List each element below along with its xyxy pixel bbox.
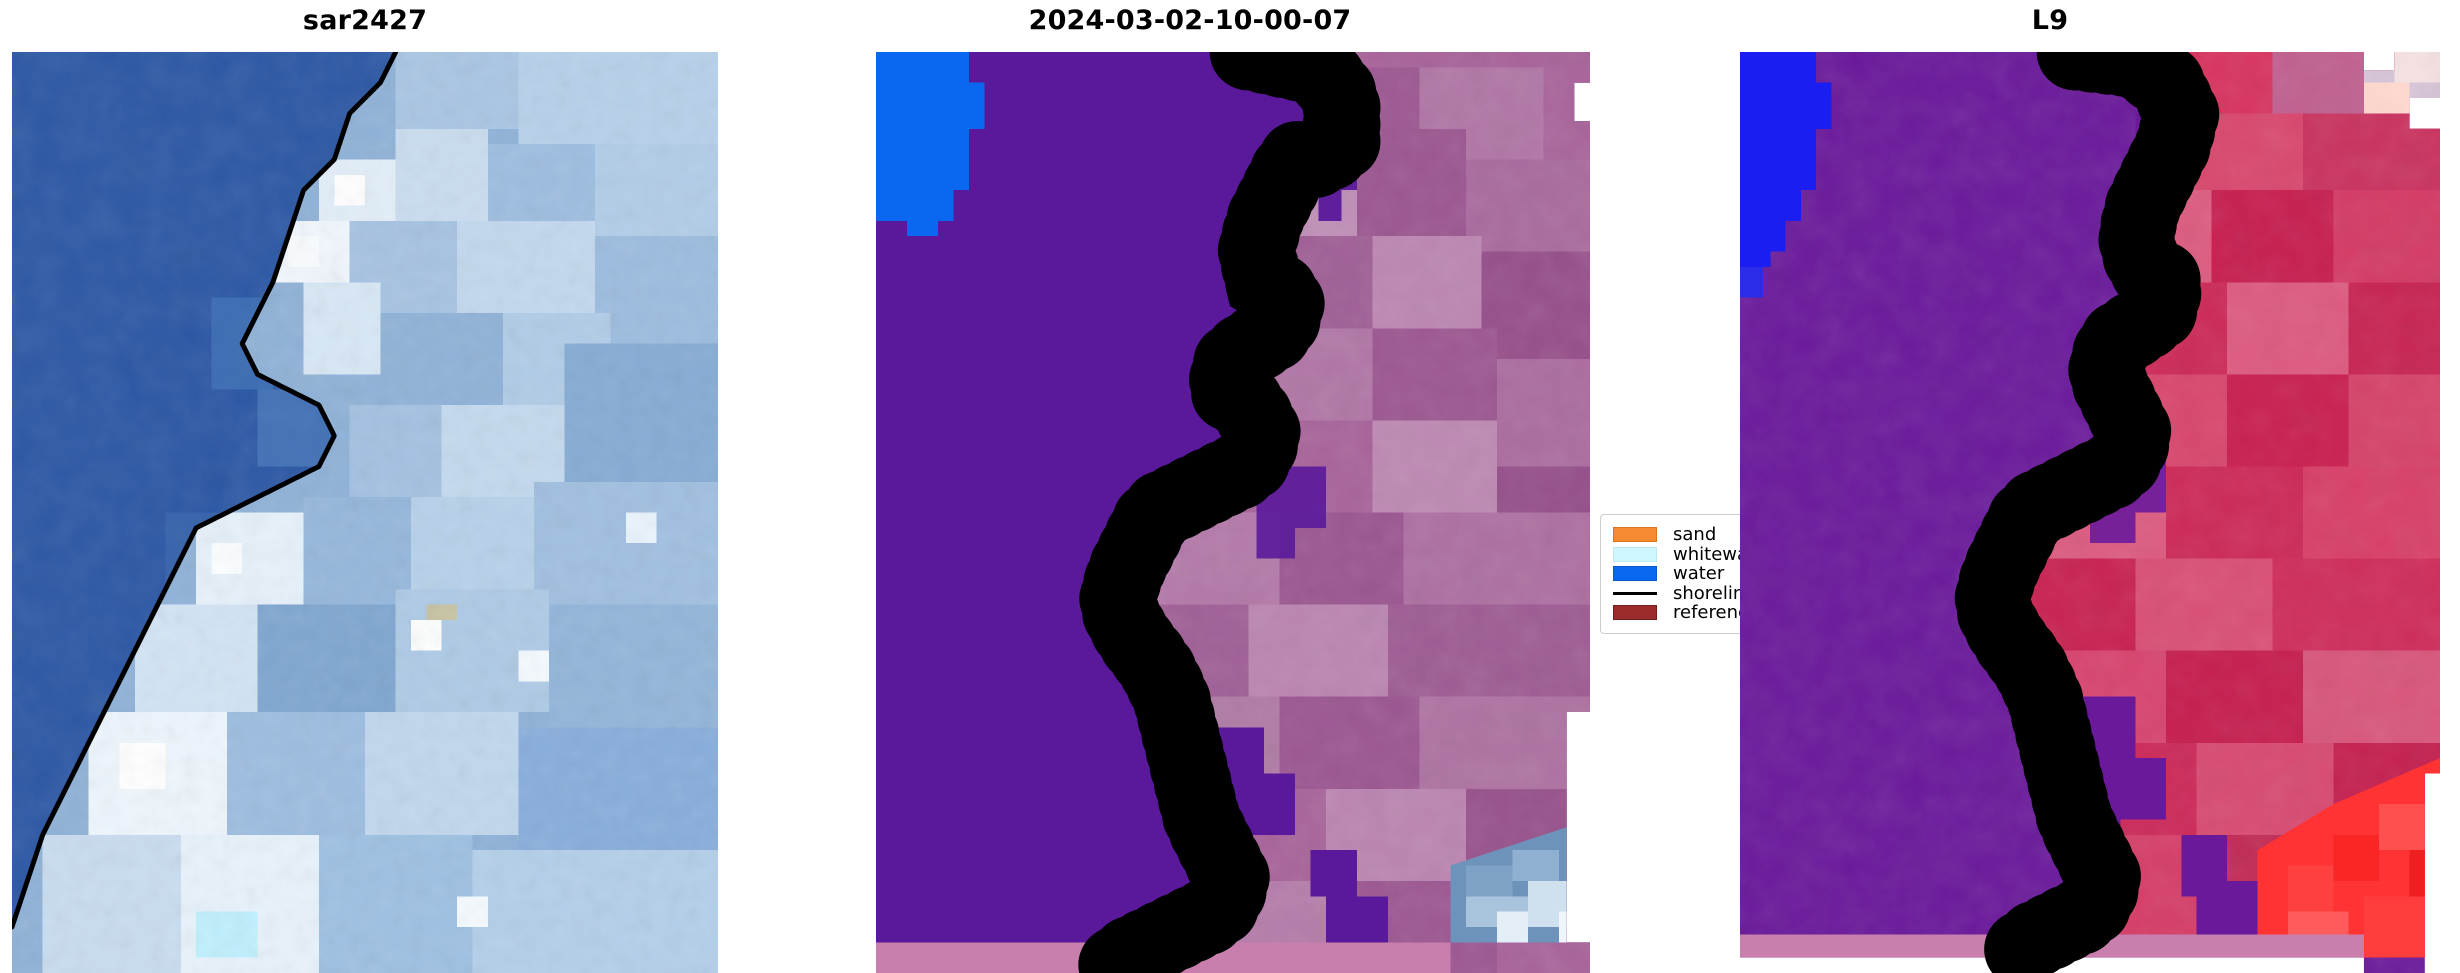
sar-raster-image bbox=[12, 52, 718, 973]
gutter-panel2-right bbox=[1596, 0, 1600, 973]
panel-classification-axes[interactable] bbox=[876, 52, 1590, 973]
sand-swatch bbox=[1613, 527, 1657, 543]
panel-classification-title: 2024-03-02-10-00-07 bbox=[1028, 5, 1352, 36]
legend-label-sand: sand bbox=[1673, 524, 1717, 546]
whitewater-swatch bbox=[1613, 546, 1657, 562]
panel-sar-axes[interactable] bbox=[12, 52, 718, 973]
legend-item-water[interactable]: water bbox=[1613, 563, 1785, 585]
legend-item-shoreline[interactable]: shoreline bbox=[1613, 582, 1785, 604]
l9-raster-image bbox=[1740, 52, 2440, 973]
legend-label-shoreline: shoreline bbox=[1673, 582, 1756, 604]
reference-shoreline-swatch bbox=[1613, 605, 1657, 621]
shoreline-line-marker bbox=[1613, 586, 1657, 601]
panel-sar-title: sar2427 bbox=[302, 5, 428, 36]
panel-classification: 2024-03-02-10-00-07 bbox=[820, 0, 1620, 973]
legend-label-water: water bbox=[1673, 563, 1725, 585]
legend-item-sand[interactable]: sand bbox=[1613, 524, 1785, 546]
panel-l9: L9 bbox=[1680, 0, 2460, 973]
water-swatch bbox=[1613, 566, 1657, 582]
panel-l9-axes[interactable] bbox=[1740, 52, 2440, 973]
classification-raster-image bbox=[876, 52, 1590, 973]
panel-l9-title: L9 bbox=[2031, 5, 2069, 36]
panel-sar: sar2427 bbox=[0, 0, 730, 973]
